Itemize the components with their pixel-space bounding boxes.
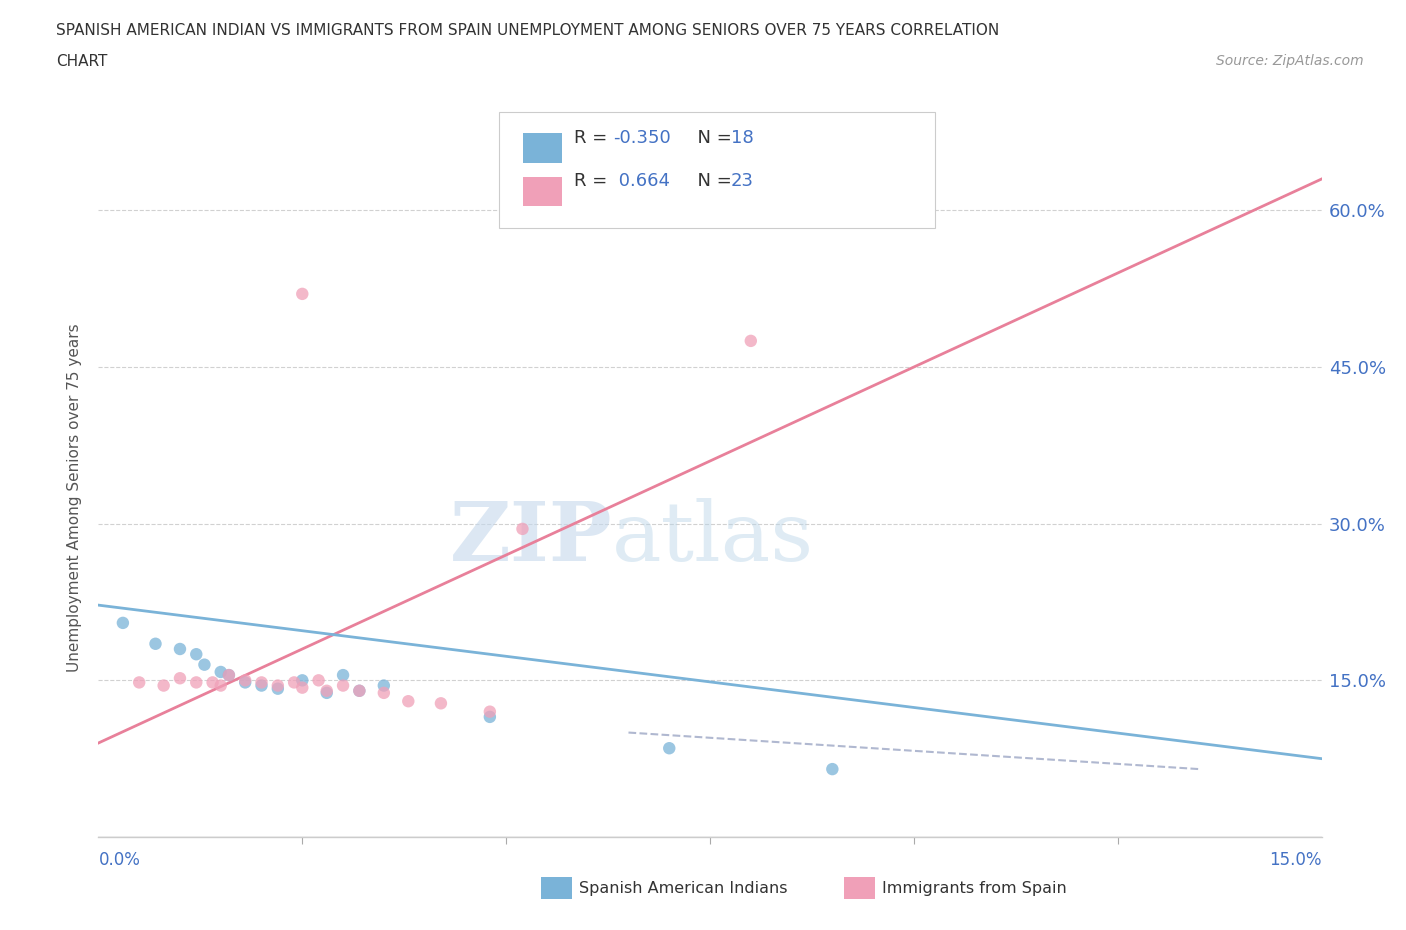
Point (658, 741, 681, 756)
Text: 0.664: 0.664 (613, 172, 671, 191)
Y-axis label: Unemployment Among Seniors over 75 years: Unemployment Among Seniors over 75 years (67, 324, 83, 671)
Point (233, 675, 256, 690)
Point (209, 665, 232, 680)
Point (396, 694, 419, 709)
Point (308, 673, 330, 688)
Point (821, 762, 844, 777)
Point (250, 678, 273, 693)
Point (315, 684, 337, 698)
Point (201, 675, 224, 690)
Point (111, 616, 134, 631)
Point (373, 678, 395, 693)
Point (315, 685, 337, 700)
Point (145, 636, 167, 651)
Text: SPANISH AMERICAN INDIAN VS IMMIGRANTS FROM SPAIN UNEMPLOYMENT AMONG SENIORS OVER: SPANISH AMERICAN INDIAN VS IMMIGRANTS FR… (56, 23, 1000, 38)
Point (152, 678, 174, 693)
Point (169, 671, 191, 685)
Text: 15.0%: 15.0% (1270, 851, 1322, 869)
Point (291, 673, 314, 688)
Point (250, 675, 273, 690)
Text: R =: R = (574, 172, 613, 191)
Text: R =: R = (574, 128, 613, 147)
Point (169, 642, 191, 657)
Point (283, 675, 305, 690)
Point (740, 334, 762, 349)
Text: 18: 18 (731, 128, 754, 147)
Text: CHART: CHART (56, 54, 108, 69)
Text: atlas: atlas (612, 498, 814, 578)
Text: Immigrants from Spain: Immigrants from Spain (882, 881, 1066, 896)
Point (267, 678, 290, 693)
Point (186, 675, 208, 690)
Point (291, 680, 314, 695)
Text: -0.350: -0.350 (613, 128, 671, 147)
Point (193, 658, 215, 672)
Point (349, 684, 371, 698)
Text: Source: ZipAtlas.com: Source: ZipAtlas.com (1216, 54, 1364, 68)
Text: N =: N = (686, 128, 738, 147)
Text: Spanish American Indians: Spanish American Indians (579, 881, 787, 896)
Text: ZIP: ZIP (450, 498, 612, 578)
Text: 23: 23 (731, 172, 754, 191)
Point (209, 678, 232, 693)
Point (291, 286, 314, 301)
Point (373, 685, 395, 700)
Point (512, 522, 534, 537)
Point (478, 704, 501, 719)
Text: N =: N = (686, 172, 738, 191)
Point (233, 673, 256, 688)
Point (267, 682, 290, 697)
Point (128, 675, 150, 690)
Point (186, 646, 208, 661)
Point (478, 710, 501, 724)
Point (349, 684, 371, 698)
Point (332, 668, 354, 683)
Text: 0.0%: 0.0% (98, 851, 141, 869)
Point (218, 668, 240, 683)
Point (332, 678, 354, 693)
Point (430, 696, 453, 711)
Point (218, 668, 240, 683)
